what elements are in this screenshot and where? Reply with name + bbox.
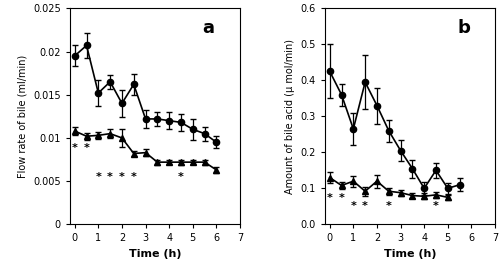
X-axis label: Time (h): Time (h) — [129, 249, 181, 259]
Y-axis label: Flow rate of bile (ml/min): Flow rate of bile (ml/min) — [18, 55, 28, 178]
Text: *: * — [338, 193, 344, 203]
Text: *: * — [350, 201, 356, 211]
Text: *: * — [131, 172, 136, 182]
Text: *: * — [178, 172, 184, 182]
Text: *: * — [72, 143, 78, 153]
Text: *: * — [433, 201, 439, 211]
Text: *: * — [96, 172, 102, 182]
X-axis label: Time (h): Time (h) — [384, 249, 436, 259]
Text: *: * — [362, 201, 368, 211]
Text: *: * — [119, 172, 125, 182]
Text: *: * — [107, 172, 113, 182]
Y-axis label: Amount of bile acid (μ mol/min): Amount of bile acid (μ mol/min) — [285, 39, 295, 194]
Text: b: b — [458, 19, 470, 37]
Text: *: * — [386, 201, 392, 211]
Text: *: * — [327, 193, 332, 203]
Text: a: a — [202, 19, 214, 37]
Text: *: * — [84, 143, 89, 153]
